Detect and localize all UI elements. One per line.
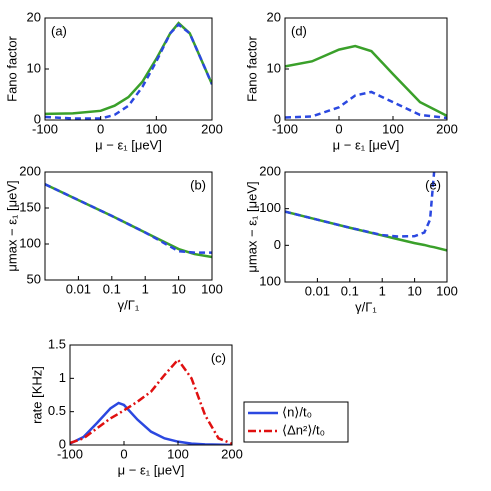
- y-tick-label: 0: [274, 111, 281, 126]
- x-tick-label: 200: [436, 121, 458, 136]
- axes-frame: [284, 171, 448, 283]
- x-tick-label: 0: [120, 446, 127, 461]
- x-tick-label: -100: [272, 121, 298, 136]
- x-tick-label: 0.1: [103, 281, 121, 296]
- y-axis-label: rate [KHz]: [29, 366, 44, 424]
- y-axis-label: Fano factor: [4, 35, 19, 101]
- x-tick-label: 10: [171, 281, 185, 296]
- x-tick-label: -100: [57, 446, 83, 461]
- axes-frame: [44, 171, 213, 281]
- panel-label: (d): [291, 23, 307, 38]
- panel-label: (e): [425, 177, 441, 192]
- data-line: [45, 183, 212, 259]
- legend-label: ⟨Δn²⟩/t₀: [282, 422, 325, 437]
- y-tick-label: 100: [259, 273, 281, 288]
- axes-frame: [44, 17, 213, 121]
- data-line: [285, 172, 436, 238]
- y-tick-label: 1: [59, 370, 66, 385]
- data-line: [70, 357, 232, 445]
- panel-label: (b): [190, 177, 206, 192]
- y-tick-label: 20: [27, 9, 41, 24]
- y-axis-label: μmax − ε₁ [μeV]: [244, 181, 259, 272]
- x-tick-label: 0.01: [305, 283, 330, 298]
- panel-label: (a): [51, 23, 67, 38]
- x-tick-label: 0: [97, 121, 104, 136]
- x-tick-label: 200: [201, 121, 223, 136]
- data-line: [70, 401, 232, 445]
- x-tick-label: 0.01: [66, 281, 91, 296]
- y-tick-label: 20: [267, 9, 281, 24]
- x-tick-label: 100: [201, 281, 223, 296]
- x-tick-label: 100: [382, 121, 404, 136]
- panel-label: (c): [211, 350, 226, 365]
- y-tick-label: 1.5: [48, 336, 66, 351]
- x-axis-label: γ/Γ₁: [355, 299, 377, 314]
- x-tick-label: 1: [142, 281, 149, 296]
- legend-label: ⟨n⟩/t₀: [282, 404, 312, 419]
- y-tick-label: 150: [19, 199, 41, 214]
- x-tick-label: 100: [167, 446, 189, 461]
- x-tick-label: 0.1: [341, 283, 359, 298]
- x-tick-label: 100: [436, 283, 458, 298]
- data-line: [45, 22, 212, 120]
- y-axis-label: Fano factor: [244, 35, 259, 101]
- y-tick-label: 0: [59, 436, 66, 451]
- y-tick-label: 0: [34, 111, 41, 126]
- x-tick-label: 100: [145, 121, 167, 136]
- data-line: [45, 21, 212, 116]
- x-axis-label: γ/Γ₁: [118, 297, 140, 312]
- x-tick-label: 0: [335, 121, 342, 136]
- y-tick-label: 100: [259, 200, 281, 215]
- x-tick-label: -100: [32, 121, 58, 136]
- y-tick-label: 0: [274, 237, 281, 252]
- y-tick-label: 200: [259, 163, 281, 178]
- x-axis-label: μ − ε₁ [μeV]: [118, 462, 185, 477]
- y-axis-label: μmax − ε₁ [μeV]: [4, 180, 19, 271]
- axes-frame: [69, 344, 233, 446]
- y-tick-label: 0.5: [48, 403, 66, 418]
- y-tick-label: 50: [27, 271, 41, 286]
- x-axis-label: μ − ε₁ [μeV]: [95, 137, 162, 152]
- data-line: [285, 90, 447, 120]
- y-tick-label: 10: [267, 60, 281, 75]
- data-line: [285, 44, 447, 118]
- x-tick-label: 1: [379, 283, 386, 298]
- y-tick-label: 10: [27, 60, 41, 75]
- y-tick-label: 100: [19, 235, 41, 250]
- x-tick-label: 200: [221, 446, 243, 461]
- x-tick-label: 10: [407, 283, 421, 298]
- y-tick-label: 200: [19, 163, 41, 178]
- data-line: [45, 183, 212, 254]
- x-axis-label: μ − ε₁ [μeV]: [333, 137, 400, 152]
- legend-box: [243, 401, 349, 443]
